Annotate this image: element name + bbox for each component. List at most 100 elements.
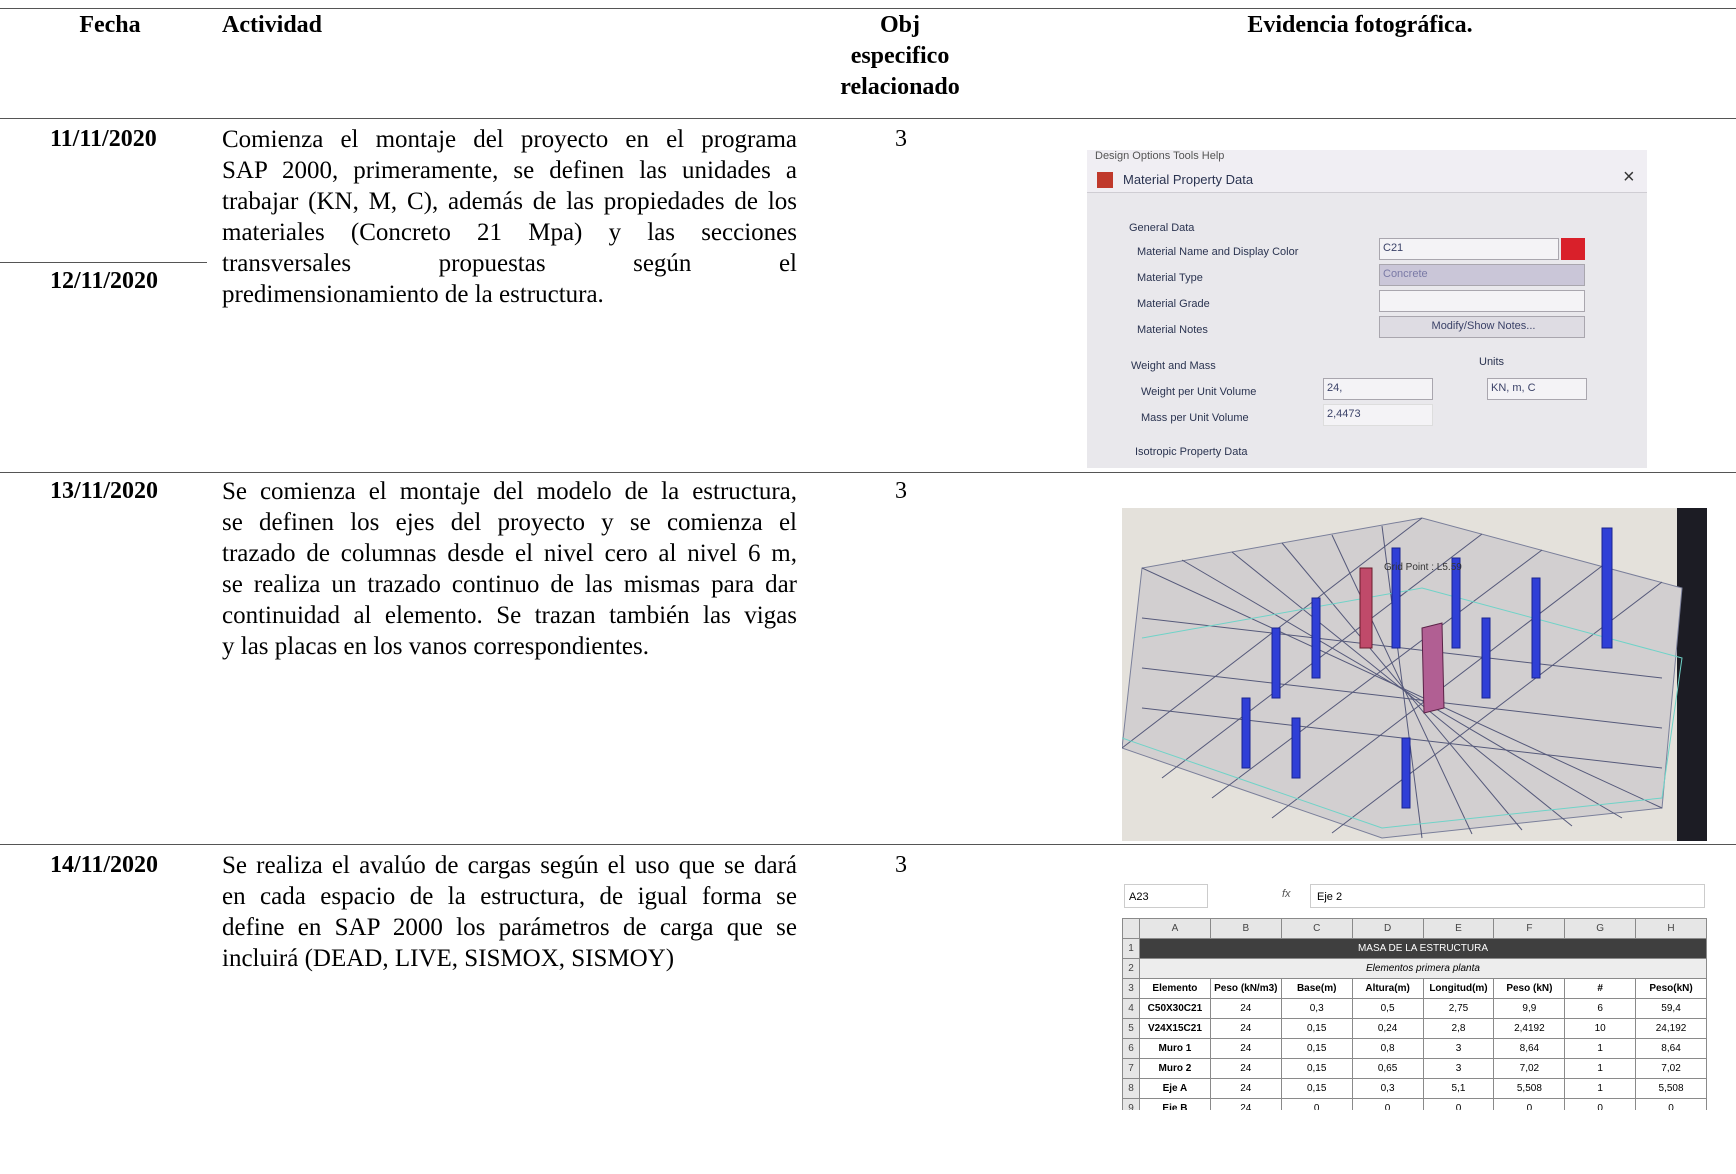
- row2-date: 13/11/2020: [50, 478, 159, 504]
- cell[interactable]: 0: [1351, 1098, 1424, 1110]
- display-color-swatch[interactable]: [1561, 238, 1585, 260]
- cell[interactable]: 2,75: [1422, 998, 1495, 1019]
- header-cell[interactable]: Altura(m): [1351, 978, 1424, 999]
- cell[interactable]: 24: [1209, 1078, 1282, 1099]
- model-wireframe: Grid Point : L5.59: [1122, 508, 1707, 841]
- cell[interactable]: 0: [1280, 1098, 1353, 1110]
- row-number[interactable]: 3: [1122, 978, 1140, 999]
- cell[interactable]: 24: [1209, 998, 1282, 1019]
- col-letter[interactable]: C: [1280, 918, 1353, 939]
- header-cell[interactable]: #: [1564, 978, 1637, 999]
- close-icon[interactable]: ×: [1623, 166, 1635, 188]
- cell[interactable]: 0,3: [1351, 1078, 1424, 1099]
- cell[interactable]: 3: [1422, 1038, 1495, 1059]
- sheet-subtitle[interactable]: Elementos primera planta: [1138, 958, 1707, 979]
- cell[interactable]: 7,02: [1635, 1058, 1707, 1079]
- row3-activity: Se realiza el avalúo de cargas según el …: [222, 850, 797, 974]
- material-type-select[interactable]: Concrete: [1379, 264, 1585, 286]
- table-row: 4 C50X30C21 24 0,3 0,5 2,75 9,9 6 59,4: [1122, 998, 1707, 1019]
- row-number[interactable]: 1: [1122, 938, 1140, 959]
- cell[interactable]: 0: [1493, 1098, 1566, 1110]
- cell[interactable]: 0: [1635, 1098, 1707, 1110]
- row-number[interactable]: 6: [1122, 1038, 1140, 1059]
- col-letter[interactable]: F: [1493, 918, 1566, 939]
- material-name-input[interactable]: C21: [1379, 238, 1559, 260]
- cell[interactable]: 9,9: [1493, 998, 1566, 1019]
- row2-line: se realiza un trazado continuo de las mi…: [222, 571, 797, 598]
- cell[interactable]: 2,8: [1422, 1018, 1495, 1039]
- photo-3d-model: Grid Point : L5.59: [1122, 508, 1707, 841]
- row3-date: 14/11/2020: [50, 852, 159, 878]
- cell[interactable]: Eje B: [1138, 1098, 1211, 1110]
- cell[interactable]: 0,15: [1280, 1038, 1353, 1059]
- cell[interactable]: Muro 2: [1138, 1058, 1211, 1079]
- cell[interactable]: 24: [1209, 1018, 1282, 1039]
- cell[interactable]: 24,192: [1635, 1018, 1707, 1039]
- cell[interactable]: Muro 1: [1138, 1038, 1211, 1059]
- header-cell[interactable]: Elemento: [1138, 978, 1211, 999]
- cell[interactable]: 8,64: [1635, 1038, 1707, 1059]
- fx-icon: fx: [1282, 888, 1291, 900]
- cell[interactable]: 5,508: [1493, 1078, 1566, 1099]
- material-grade-input[interactable]: [1379, 290, 1585, 312]
- cell[interactable]: 24: [1209, 1038, 1282, 1059]
- cell[interactable]: 10: [1564, 1018, 1637, 1039]
- units-select[interactable]: KN, m, C: [1487, 378, 1587, 400]
- cell[interactable]: 0: [1422, 1098, 1495, 1110]
- cell[interactable]: 2,4192: [1493, 1018, 1566, 1039]
- col-letter[interactable]: E: [1422, 918, 1495, 939]
- cell[interactable]: 1: [1564, 1058, 1637, 1079]
- cell[interactable]: 0,15: [1280, 1078, 1353, 1099]
- cell[interactable]: C50X30C21: [1138, 998, 1211, 1019]
- table-row: 6 Muro 1 24 0,15 0,8 3 8,64 1 8,64: [1122, 1038, 1707, 1059]
- header-cell[interactable]: Base(m): [1280, 978, 1353, 999]
- row-number[interactable]: 8: [1122, 1078, 1140, 1099]
- cell[interactable]: 59,4: [1635, 998, 1707, 1019]
- row-number[interactable]: 9: [1122, 1098, 1140, 1110]
- cell[interactable]: 5,1: [1422, 1078, 1495, 1099]
- formula-bar[interactable]: Eje 2: [1310, 884, 1705, 908]
- cell[interactable]: 0,8: [1351, 1038, 1424, 1059]
- sheet-title[interactable]: MASA DE LA ESTRUCTURA: [1138, 938, 1707, 959]
- cell[interactable]: 6: [1564, 998, 1637, 1019]
- col-letter[interactable]: G: [1564, 918, 1637, 939]
- cell[interactable]: 0,15: [1280, 1018, 1353, 1039]
- row-number[interactable]: 4: [1122, 998, 1140, 1019]
- cell[interactable]: 0,15: [1280, 1058, 1353, 1079]
- cell[interactable]: 0,65: [1351, 1058, 1424, 1079]
- row-number[interactable]: 2: [1122, 958, 1140, 979]
- col-letter[interactable]: H: [1635, 918, 1707, 939]
- table-row: 7 Muro 2 24 0,15 0,65 3 7,02 1 7,02: [1122, 1058, 1707, 1079]
- material-notes-label: Material Notes: [1137, 324, 1208, 336]
- cell[interactable]: 0,24: [1351, 1018, 1424, 1039]
- cell[interactable]: 1: [1564, 1038, 1637, 1059]
- cell[interactable]: 8,64: [1493, 1038, 1566, 1059]
- cell[interactable]: 5,508: [1635, 1078, 1707, 1099]
- header-cell[interactable]: Longitud(m): [1422, 978, 1495, 999]
- cell[interactable]: Eje A: [1138, 1078, 1211, 1099]
- cell[interactable]: 0,5: [1351, 998, 1424, 1019]
- cell[interactable]: 1: [1564, 1078, 1637, 1099]
- cell[interactable]: 0,3: [1280, 998, 1353, 1019]
- mass-input[interactable]: 2,4473: [1323, 404, 1433, 426]
- col-letter[interactable]: D: [1351, 918, 1424, 939]
- header-cell[interactable]: Peso (kN): [1493, 978, 1566, 999]
- isotropic-label: Isotropic Property Data: [1135, 446, 1248, 458]
- notes-button[interactable]: Modify/Show Notes...: [1379, 316, 1585, 338]
- cell[interactable]: V24X15C21: [1138, 1018, 1211, 1039]
- col-letter[interactable]: B: [1209, 918, 1282, 939]
- row1-line: predimensionamiento de la estructura.: [222, 281, 604, 308]
- col-letter[interactable]: A: [1138, 918, 1211, 939]
- cell[interactable]: 24: [1209, 1098, 1282, 1110]
- row-number[interactable]: 5: [1122, 1018, 1140, 1039]
- cell[interactable]: 24: [1209, 1058, 1282, 1079]
- cell[interactable]: 0: [1564, 1098, 1637, 1110]
- cell[interactable]: 3: [1422, 1058, 1495, 1079]
- cell[interactable]: 7,02: [1493, 1058, 1566, 1079]
- header-cell[interactable]: Peso(kN): [1635, 978, 1707, 999]
- header-cell[interactable]: Peso (kN/m3): [1209, 978, 1282, 999]
- row-number[interactable]: 7: [1122, 1058, 1140, 1079]
- weight-input[interactable]: 24,: [1323, 378, 1433, 400]
- row2-line: se definen los ejes del proyecto y se co…: [222, 509, 797, 536]
- name-box[interactable]: A23: [1124, 884, 1208, 908]
